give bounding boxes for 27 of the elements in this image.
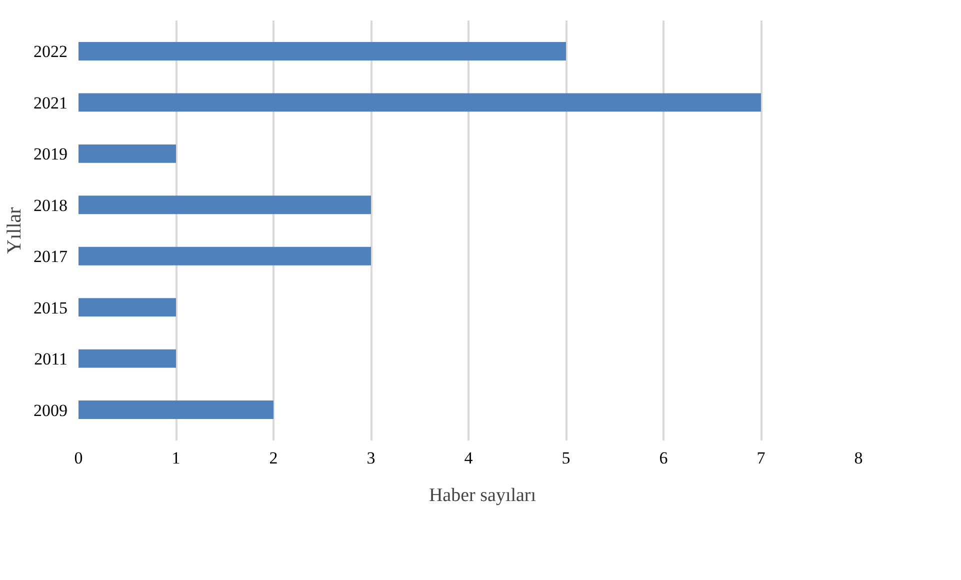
x-tick-label: 0 (74, 448, 83, 468)
x-tick-label: 4 (464, 448, 474, 468)
bar (78, 42, 566, 60)
bar (78, 349, 176, 368)
x-tick-label: 2 (269, 448, 278, 468)
y-tick-label: 2017 (34, 247, 68, 266)
y-tick-label: 2011 (34, 350, 68, 369)
text: Haber sayıları (428, 485, 536, 507)
bar (78, 246, 371, 266)
x-tick-label: 5 (562, 448, 570, 468)
bar (78, 298, 176, 317)
y-tick-label: 2019 (34, 144, 68, 164)
y-tick-label: 2018 (34, 196, 68, 215)
y-tick-label: 2009 (34, 400, 68, 420)
bar (78, 196, 371, 214)
y-tick-label: 2021 (34, 93, 68, 112)
x-tick-label: 7 (756, 448, 766, 468)
y-tick-label: 2015 (34, 298, 68, 318)
x-tick-label: 3 (366, 448, 376, 468)
bar (78, 400, 274, 419)
bar (78, 93, 761, 112)
x-tick-label: 1 (172, 448, 180, 468)
x-tick-label: 6 (659, 448, 668, 468)
y-tick-label: 2022 (34, 42, 68, 62)
y-axis-title: Yıllar (4, 206, 26, 254)
bar (78, 144, 176, 163)
x-tick-label: 8 (854, 448, 863, 468)
